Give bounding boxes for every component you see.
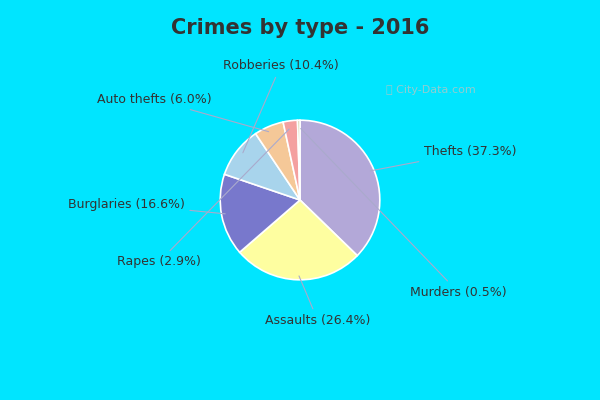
Text: ⓘ City-Data.com: ⓘ City-Data.com xyxy=(386,85,476,95)
Text: Rapes (2.9%): Rapes (2.9%) xyxy=(117,129,289,268)
Wedge shape xyxy=(256,122,300,200)
Wedge shape xyxy=(224,134,300,200)
Text: Crimes by type - 2016: Crimes by type - 2016 xyxy=(171,18,429,38)
Wedge shape xyxy=(220,174,300,252)
Text: Robberies (10.4%): Robberies (10.4%) xyxy=(223,59,338,153)
Text: Assaults (26.4%): Assaults (26.4%) xyxy=(265,276,371,327)
Text: Auto thefts (6.0%): Auto thefts (6.0%) xyxy=(97,93,269,132)
Text: Thefts (37.3%): Thefts (37.3%) xyxy=(370,145,517,171)
Text: Murders (0.5%): Murders (0.5%) xyxy=(301,128,507,299)
Wedge shape xyxy=(300,120,380,256)
Wedge shape xyxy=(283,120,300,200)
Text: Burglaries (16.6%): Burglaries (16.6%) xyxy=(68,198,225,214)
Wedge shape xyxy=(298,120,300,200)
Wedge shape xyxy=(239,200,357,280)
